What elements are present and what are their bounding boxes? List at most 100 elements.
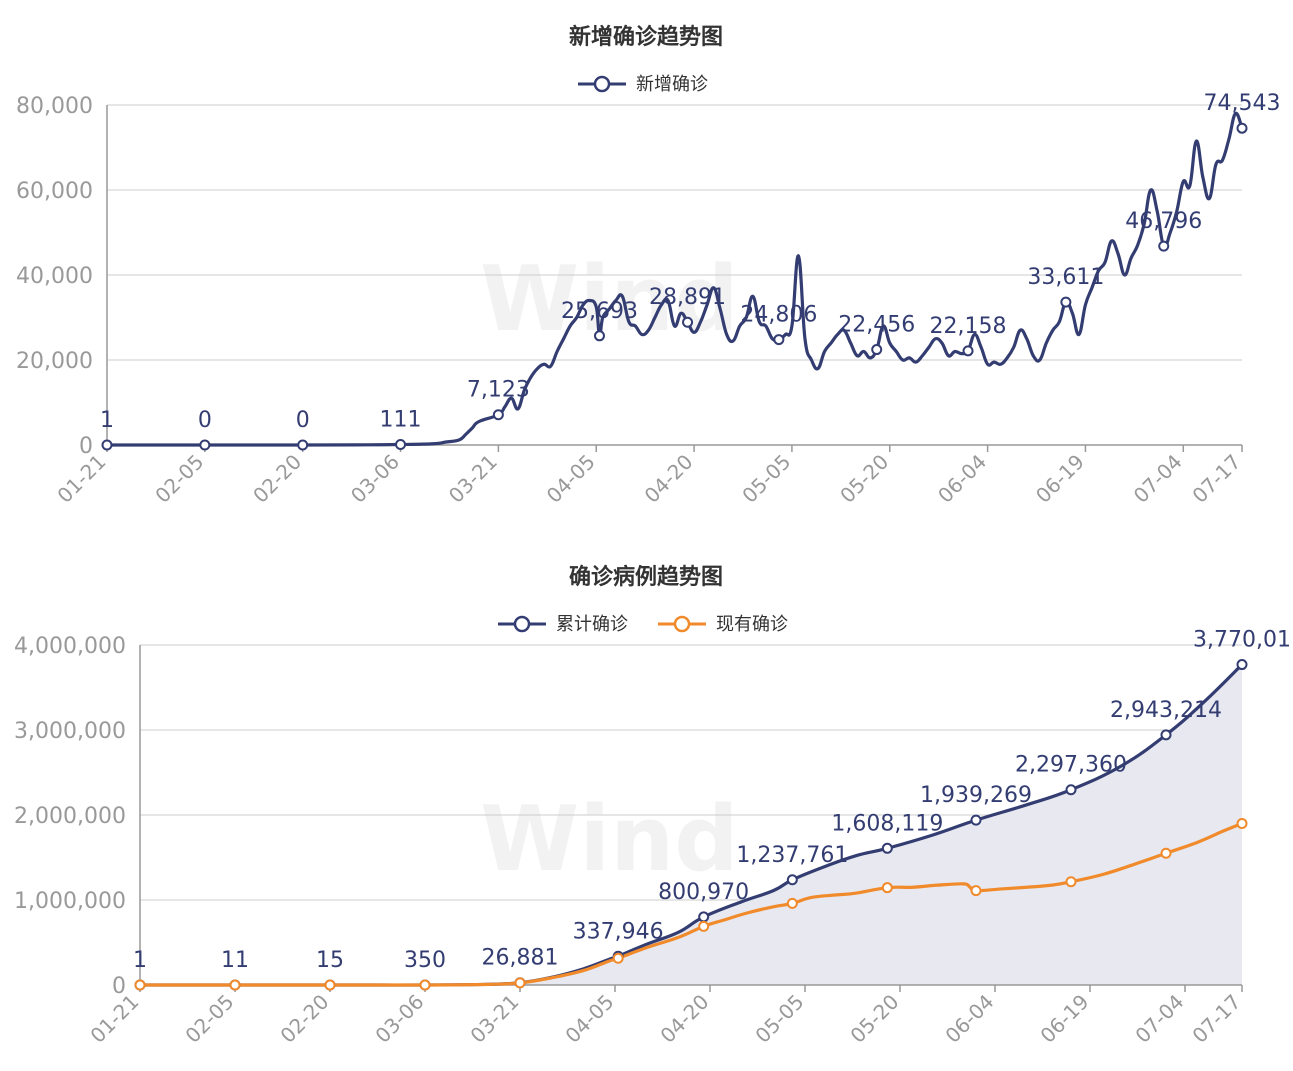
- y-tick-label: 80,000: [16, 94, 93, 119]
- data-point: [682, 316, 694, 328]
- data-point: [698, 920, 710, 932]
- legend-item: 现有确诊: [658, 614, 788, 635]
- y-tick-label: 0: [79, 434, 93, 459]
- area-region: [140, 664, 1242, 986]
- data-point: [786, 874, 798, 886]
- data-label: 11: [221, 948, 249, 973]
- x-tick-label: 02-05: [150, 450, 208, 508]
- data-point: [1065, 784, 1077, 796]
- y-tick-label: 0: [112, 974, 126, 999]
- cumulative-cases-chart: Wind 确诊病例趋势图 累计确诊 现有确诊 0 1,000,000 2,000,00…: [14, 564, 1291, 1048]
- y-tick-label: 40,000: [16, 264, 93, 289]
- data-label: 1: [100, 408, 114, 433]
- legend-marker: [513, 615, 531, 633]
- legend-label: 新增确诊: [636, 74, 708, 95]
- data-point: [970, 814, 982, 826]
- x-tick-label: 03-06: [346, 450, 404, 508]
- data-label: 74,543: [1204, 91, 1281, 116]
- x-tick-label: 06-19: [1031, 450, 1089, 508]
- data-point: [229, 979, 241, 991]
- data-point: [1158, 240, 1170, 252]
- data-point: [970, 885, 982, 897]
- x-tick-label: 02-20: [248, 450, 306, 508]
- chart-title: 新增确诊趋势图: [569, 24, 723, 50]
- x-tick-label: 04-05: [560, 990, 618, 1048]
- data-point: [514, 977, 526, 989]
- data-point: [1236, 122, 1248, 134]
- data-labels: 1 0 0 111 7,123 25,693 28,891 24,806 22,456 22,15…: [100, 91, 1281, 451]
- new-cases-chart: Wind 新增确诊趋势图 新增确诊 0 20,000 40,000 60,000 80,…: [16, 24, 1280, 508]
- x-tick-label: 02-05: [180, 990, 238, 1048]
- series-line: [105, 111, 1244, 447]
- x-tick-label: 07-17: [1187, 450, 1245, 508]
- x-tick-label: 04-05: [542, 450, 600, 508]
- y-tick-label: 3,000,000: [14, 719, 126, 744]
- y-tick-label: 1,000,000: [14, 889, 126, 914]
- data-label: 46,796: [1125, 209, 1202, 234]
- x-tick-label: 05-20: [835, 450, 893, 508]
- x-tick-label: 03-21: [444, 450, 502, 508]
- legend-marker: [593, 75, 611, 93]
- data-label: 111: [380, 408, 422, 433]
- data-point: [881, 882, 893, 894]
- x-tick-label: 03-21: [465, 990, 523, 1048]
- data-point: [395, 439, 407, 451]
- data-point: [1236, 818, 1248, 829]
- x-tick-label: 06-04: [940, 990, 998, 1048]
- data-point: [134, 979, 146, 991]
- x-tick-label: 02-20: [275, 990, 333, 1048]
- x-tick-label: 07-04: [1129, 450, 1187, 508]
- y-tick-label: 2,000,000: [14, 804, 126, 829]
- data-label: 1,237,761: [736, 843, 848, 868]
- watermark: Wind: [480, 787, 739, 892]
- data-point: [101, 439, 113, 451]
- data-point: [1065, 876, 1077, 888]
- data-labels: 1 11 15 350 26,881337,946800,9701,237,7611,6…: [133, 628, 1291, 991]
- data-label: 337,946: [573, 919, 664, 944]
- data-point: [199, 439, 211, 451]
- y-tick-label: 20,000: [16, 349, 93, 374]
- data-point: [1160, 847, 1172, 859]
- y-tick-label: 4,000,000: [14, 634, 126, 659]
- data-label: 28,891: [649, 285, 726, 310]
- data-label: 1,939,269: [920, 783, 1032, 808]
- data-point: [297, 439, 309, 451]
- legend: 累计确诊 现有确诊: [498, 614, 788, 635]
- data-point: [773, 334, 785, 346]
- legend-item: 累计确诊: [498, 614, 628, 635]
- data-point: [324, 979, 336, 991]
- data-point: [419, 979, 431, 991]
- data-label: 350: [404, 948, 446, 973]
- x-tick-label: 06-19: [1035, 990, 1093, 1048]
- data-label: 26,881: [482, 946, 559, 971]
- data-point: [881, 842, 893, 854]
- data-label: 33,611: [1027, 265, 1104, 290]
- data-label: 15: [316, 948, 344, 973]
- data-label: 22,158: [930, 314, 1007, 339]
- data-point: [786, 897, 798, 909]
- data-label: 2,943,214: [1110, 698, 1222, 723]
- x-tick-label: 07-17: [1187, 990, 1245, 1048]
- data-point: [698, 911, 710, 923]
- x-tick-label: 03-06: [370, 990, 428, 1048]
- data-label: 22,456: [838, 313, 915, 338]
- area-fill: [140, 664, 1242, 986]
- data-label: 1: [133, 948, 147, 973]
- data-label: 2,297,360: [1015, 753, 1127, 778]
- legend-marker: [673, 615, 691, 633]
- data-point: [1060, 296, 1072, 308]
- data-label: 800,970: [658, 880, 749, 905]
- data-point: [492, 409, 504, 421]
- data-point: [1160, 729, 1172, 741]
- x-tick-label: 06-04: [933, 450, 991, 508]
- series-group: [105, 111, 1244, 447]
- legend-label: 现有确诊: [716, 614, 788, 635]
- x-tick-label: 05-05: [737, 450, 795, 508]
- data-point: [962, 345, 974, 357]
- data-label: 3,770,01: [1193, 628, 1291, 653]
- y-tick-label: 60,000: [16, 179, 93, 204]
- data-label: 0: [296, 408, 310, 433]
- watermark: Wind: [480, 247, 739, 352]
- legend-item: 新增确诊: [578, 74, 708, 95]
